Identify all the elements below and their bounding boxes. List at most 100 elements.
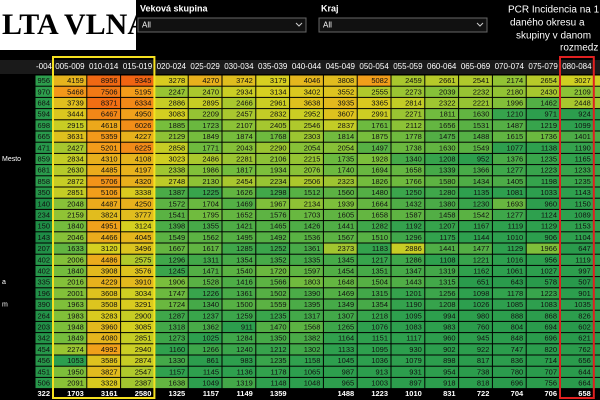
cell-value: 2039: [439, 87, 456, 96]
cell-value: 1284: [236, 334, 253, 343]
heat-cell: [425, 109, 459, 120]
cell-value: 684: [37, 98, 50, 107]
cell-value: 2895: [202, 98, 219, 107]
cell-value: 2274: [67, 345, 84, 354]
heat-cell: [323, 198, 357, 209]
cell-value: 1390: [304, 289, 321, 298]
heat-cell: [459, 86, 492, 97]
cell-value: 1630: [439, 143, 456, 152]
heat-cell: [222, 243, 256, 254]
cell-value: 3124: [135, 222, 152, 231]
cell-value: 350: [37, 188, 50, 197]
cell-value: 960: [544, 199, 557, 208]
note-line: skupiny v danom: [516, 31, 591, 42]
heat-cell: [492, 243, 526, 254]
cell-value: 3179: [270, 76, 287, 85]
cell-value: 983: [240, 356, 253, 365]
heat-cell: [459, 153, 492, 165]
heat-cell: [188, 333, 222, 344]
cell-value: 902: [443, 345, 456, 354]
cell-value: 1223: [540, 289, 557, 298]
heat-cell: [256, 97, 290, 109]
heat-cell: [425, 288, 459, 299]
heat-cell: [560, 176, 594, 187]
heat-cell: [256, 187, 290, 198]
heat-cell: [188, 366, 222, 377]
heat-cell: [256, 299, 290, 310]
dropdown-value[interactable]: All: [142, 21, 151, 30]
heat-cell: [53, 75, 87, 86]
cell-value: 1704: [202, 199, 219, 208]
cell-value: 858: [37, 177, 50, 186]
cell-value: 760: [477, 322, 490, 331]
heat-cell: [222, 198, 256, 209]
cell-value: 1208: [439, 300, 456, 309]
cell-value: 1235: [540, 154, 557, 163]
cell-value: 1576: [270, 210, 287, 219]
heat-cell: [87, 299, 121, 310]
cell-value: 3120: [101, 244, 118, 253]
dropdown[interactable]: [318, 17, 488, 33]
cell-value: 3739: [67, 98, 84, 107]
cell-value: 1198: [541, 177, 557, 186]
cell-value: 1076: [371, 322, 388, 331]
heat-cell: [222, 221, 256, 232]
cell-value: 4197: [135, 166, 152, 175]
cell-value: 1966: [540, 244, 557, 253]
heat-cell: [459, 321, 492, 333]
cell-value: 696: [544, 334, 557, 343]
cell-value: 1441: [439, 244, 456, 253]
cell-value: 1761: [371, 121, 388, 130]
heat-cell: [459, 142, 492, 153]
cell-value: 1778: [405, 132, 422, 141]
heat-cell: [188, 97, 222, 109]
cell-value: 1148: [270, 378, 286, 387]
heat-cell-partial: [594, 187, 600, 198]
cell-value: 1693: [507, 199, 524, 208]
cell-value: 960: [443, 334, 456, 343]
cell-value: 1528: [202, 278, 219, 287]
cell-value: 1095: [405, 311, 422, 320]
heat-cell-partial: [594, 131, 600, 142]
heat-cell: [459, 254, 492, 265]
heat-cell: [188, 187, 222, 198]
heat-cell: [459, 377, 492, 389]
cell-value: 2234: [270, 177, 287, 186]
cell-value: 1487: [507, 121, 524, 130]
cell-value: 3291: [135, 300, 152, 309]
dropdown[interactable]: [137, 17, 307, 33]
heat-cell: [35, 232, 53, 243]
heat-cell: [290, 86, 323, 97]
heat-cell: [425, 221, 459, 232]
cell-value: 1454: [338, 266, 355, 275]
heat-cell: [526, 109, 560, 120]
cell-value: 3134: [270, 87, 287, 96]
cell-value: 1928: [371, 154, 388, 163]
dropdown-arrow: [295, 22, 303, 27]
cell-value: 930: [409, 345, 422, 354]
cell-value: 1874: [236, 132, 253, 141]
heat-cell: [188, 142, 222, 153]
cell-value: 2630: [67, 166, 84, 175]
heat-cell: [222, 310, 256, 321]
cell-value: 2159: [67, 210, 84, 219]
heat-cell: [121, 165, 154, 176]
heat-cell: [154, 277, 188, 288]
cell-value: 6026: [135, 121, 152, 130]
heat-cell: [256, 198, 290, 209]
heat-cell: [560, 254, 594, 265]
heat-cell-partial: [594, 377, 600, 389]
cell-value: 1178: [507, 289, 523, 298]
cell-value: 1469: [236, 199, 253, 208]
heat-cell: [526, 277, 560, 288]
heat-cell: [391, 288, 425, 299]
heat-cell-partial: [594, 120, 600, 131]
heat-cell: [154, 198, 188, 209]
cell-value: 1795: [202, 210, 219, 219]
cell-value: 2134: [304, 199, 321, 208]
cell-value: 3607: [338, 110, 355, 119]
heat-cell: [35, 299, 53, 310]
cell-value: 1664: [371, 199, 388, 208]
dropdown-value[interactable]: All: [323, 21, 332, 30]
heat-cell: [121, 221, 154, 232]
